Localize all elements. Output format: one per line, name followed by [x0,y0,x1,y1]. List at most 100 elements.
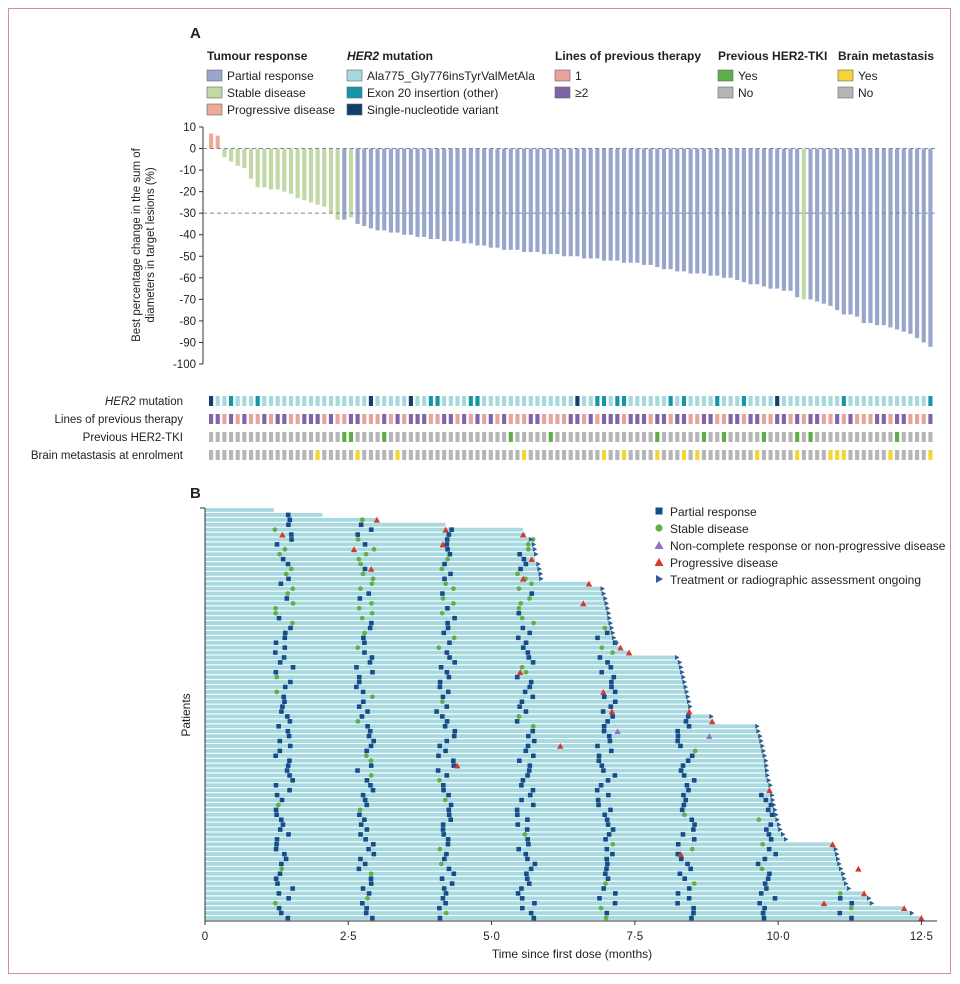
stable-disease-marker [529,581,534,587]
waterfall-bar [695,148,700,274]
heatmap-cell [595,450,600,460]
heatmap-cell [635,396,640,406]
heatmap-cell [601,450,607,460]
heatmap-cell [668,432,673,442]
y-tick-label: -40 [179,230,196,242]
progressive-disease-marker [368,566,375,572]
waterfall-bar [735,148,740,280]
partial-response-marker [362,650,367,655]
partial-response-marker [363,910,369,916]
heatmap-cell [268,450,274,460]
heatmap-cell [701,414,707,424]
partial-response-marker [689,817,695,822]
heatmap-cell [801,450,806,460]
panel-a-y-axis: 10 0 -10 -20 -30 -40 -50 -60 -70 -80 -90 -100 [173,122,204,371]
heatmap-cell [721,396,726,406]
heatmap-cell [768,450,773,460]
partial-response-marker [281,694,286,700]
partial-response-marker [366,733,372,739]
partial-response-marker [608,807,613,813]
heatmap-cell [395,414,400,424]
partial-response-marker [518,566,523,572]
waterfall-bar [608,148,613,261]
stable-disease-marker [370,576,376,582]
legend-swatch [346,86,363,99]
partial-response-marker [772,896,778,901]
heatmap-cell [382,396,387,406]
heatmap-cell [755,432,760,442]
waterfall-bar [661,148,667,270]
legend-group-title: Previous HER2-TKI [718,49,827,63]
heatmap-cell [555,396,560,406]
partial-response-marker [279,861,284,867]
partial-response-marker [362,542,368,547]
partial-response-marker [290,665,296,670]
partial-response-marker [435,768,441,773]
patient-lane [205,635,612,640]
legend-swatch [837,69,854,82]
partial-response-marker [595,635,600,641]
patient-lane [205,709,690,714]
stable-disease-marker [279,866,285,872]
heatmap-cell [422,450,427,460]
waterfall-bar [428,148,433,240]
stable-disease-marker [525,542,531,547]
waterfall-bar [821,148,826,304]
heatmap-cell [835,396,840,406]
heatmap-cell [395,432,400,442]
waterfall-bar [362,148,367,227]
patient-lane [205,891,865,896]
heatmap-cell [908,396,913,406]
heatmap-cell [921,396,926,406]
y-tick-label: 10 [183,122,196,134]
heatmap-cell [655,450,660,460]
heatmap-cell [588,432,593,442]
heatmap-cell [228,414,234,424]
stable-disease-marker [445,556,450,562]
panel-b-y-label: Patients [179,693,193,736]
stable-disease-marker [598,905,604,911]
partial-response-marker [526,841,531,847]
patient-lane [205,827,779,832]
stable-disease-marker [272,527,278,533]
panel-a: A Tumour response Partial response Stable … [31,25,937,462]
partial-response-marker [685,861,690,867]
patient-lane [205,734,759,739]
partial-response-marker [437,679,443,685]
waterfall-bar [535,148,540,252]
heatmap-cell [515,432,520,442]
partial-response-marker [678,768,684,773]
heatmap-cell [835,450,840,460]
stable-disease-marker [522,832,528,837]
heatmap-cell [335,414,340,424]
heatmap-cell [468,450,473,460]
patient-lane [205,753,763,758]
heatmap-cell [868,396,873,406]
heatmap-cell [848,414,853,424]
swimmer-lanes [205,508,922,920]
partial-response-marker [442,576,447,582]
stable-disease-marker [360,571,366,577]
waterfall-bar [242,148,247,168]
heatmap-cell [295,432,300,442]
partial-response-marker [285,728,291,734]
patient-lane [205,862,838,866]
partial-response-marker [523,851,529,857]
partial-response-marker [685,714,691,719]
partial-response-marker [285,561,291,567]
heatmap-cell [688,396,693,406]
y-tick-label: -100 [173,359,196,371]
ongoing-marker [833,846,839,852]
partial-response-marker [679,856,684,862]
patient-lane [205,694,686,699]
heatmap-cell [648,414,653,424]
partial-response-marker [356,674,362,680]
heatmap-cell [908,414,913,424]
partial-response-marker [612,773,618,778]
heatmap-cell [475,414,480,424]
partial-response-marker [769,812,775,818]
patient-lane [205,675,682,680]
partial-response-marker [360,886,366,891]
partial-response-marker [531,753,536,759]
x-tick-label: 2·5 [340,931,357,943]
